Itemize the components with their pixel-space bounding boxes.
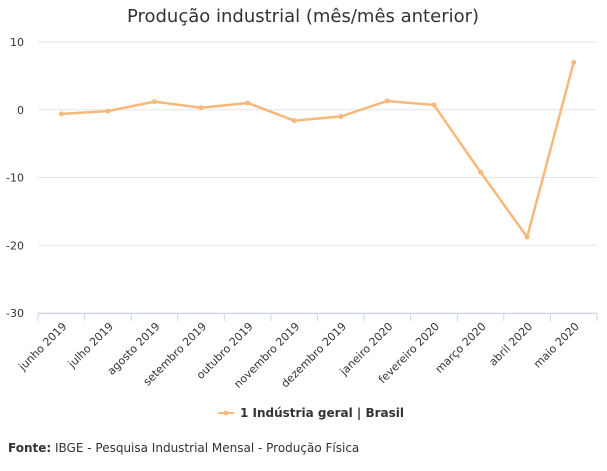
data-point [245,100,251,106]
data-point [198,105,204,111]
data-point [478,169,484,175]
legend[interactable]: 1 Indústria geral | Brasil [218,406,404,420]
grid-lines [38,41,597,314]
y-tick-label: -20 [6,239,24,252]
x-tick-label: julho 2019 [65,320,116,371]
legend-marker [223,410,229,416]
series-line [60,61,575,239]
source-note: Fonte: IBGE - Pesquisa Industrial Mensal… [8,441,359,455]
legend-label: 1 Indústria geral | Brasil [240,406,404,420]
x-tick-label: junho 2019 [16,320,70,374]
source-label: Fonte: [8,441,52,455]
series-layer [58,59,577,240]
data-point [431,102,437,108]
y-tick-label: -10 [6,172,24,185]
data-point [58,111,64,117]
y-tick-label: 10 [10,36,24,49]
data-point [384,98,390,104]
x-tick-label: maio 2020 [531,320,582,371]
data-point [338,114,344,120]
y-tick-label: 0 [17,104,24,117]
chart-title: Produção industrial (mês/mês anterior) [127,6,479,27]
data-point [105,108,111,114]
source-text: IBGE - Pesquisa Industrial Mensal - Prod… [51,441,360,455]
data-point [151,99,157,105]
data-point [524,234,530,240]
x-tick-label: abril 2020 [487,320,536,369]
data-point [571,59,577,65]
y-tick-label: -30 [6,307,24,320]
data-point [291,118,297,124]
y-axis: 10 0 -10 -20 -30 [6,36,24,320]
